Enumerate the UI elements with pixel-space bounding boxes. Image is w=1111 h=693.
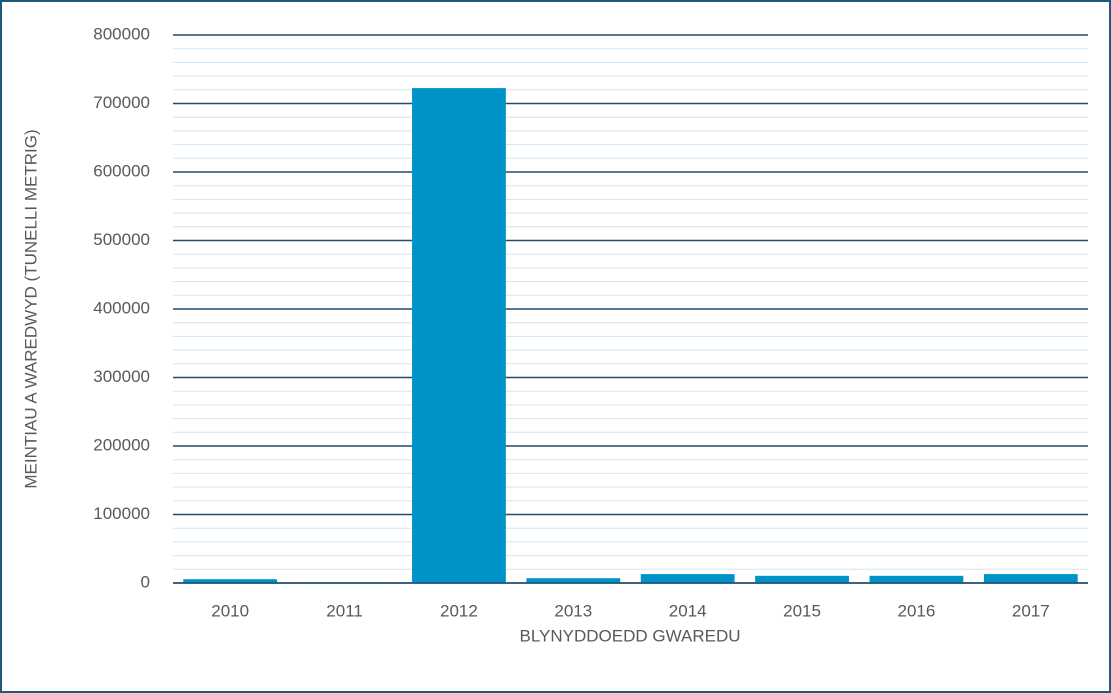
y-tick-label: 400000	[93, 298, 150, 317]
bar	[983, 574, 1078, 583]
y-tick-label: 600000	[93, 161, 150, 180]
y-tick-label: 800000	[93, 24, 150, 43]
x-tick-label: 2017	[1012, 601, 1050, 620]
bar	[640, 574, 735, 583]
y-tick-label: 0	[141, 572, 150, 591]
x-tick-label: 2015	[783, 601, 821, 620]
y-axis-label: MEINTIAU A WAREDWYD (TUNELLI METRIG)	[21, 129, 40, 488]
y-tick-label: 200000	[93, 435, 150, 454]
x-tick-label: 2013	[554, 601, 592, 620]
x-tick-label: 2010	[211, 601, 249, 620]
y-tick-label: 500000	[93, 230, 150, 249]
y-tick-label: 300000	[93, 367, 150, 386]
y-tick-label: 100000	[93, 504, 150, 523]
bar	[412, 88, 506, 584]
x-tick-label: 2012	[440, 601, 478, 620]
x-tick-label: 2014	[669, 601, 707, 620]
x-tick-label: 2016	[898, 601, 936, 620]
bar	[755, 575, 849, 583]
bar	[183, 579, 278, 583]
x-axis-label: BLYNYDDOEDD GWAREDU	[519, 626, 740, 645]
y-tick-label: 700000	[93, 93, 150, 112]
bar	[869, 575, 964, 583]
x-tick-label: 2011	[326, 601, 363, 620]
bar	[526, 578, 621, 583]
